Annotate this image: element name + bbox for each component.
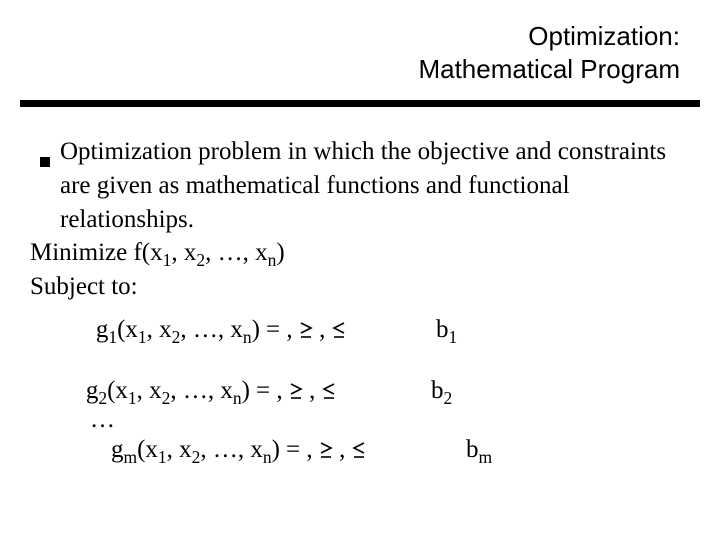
eq-part: = , [286, 436, 319, 463]
bullet-item: Optimization problem in which the object… [30, 135, 690, 236]
g-sym: g [86, 377, 99, 404]
b-sub: 2 [444, 388, 453, 408]
comma: , [339, 436, 352, 463]
constraint-row-1: g1(x1, x2, …, xn) = , , b1 [30, 312, 690, 347]
gm-rhs: bm [466, 433, 526, 467]
g-sym: g [111, 436, 124, 463]
le-underline-icon [352, 432, 366, 457]
slide-title: Optimization: Mathematical Program [418, 20, 680, 85]
xn-sub: n [263, 447, 272, 467]
x2p: , x [167, 436, 192, 463]
minimize-line: Minimize f(x1, x2, …, xn) [30, 236, 690, 270]
ge-underline-icon [299, 312, 313, 337]
ge-underline-icon [319, 432, 333, 457]
sub-2: 2 [196, 250, 205, 270]
g2-rel: = , , [250, 373, 431, 408]
gm-rel: = , , [280, 432, 466, 467]
gm-lhs: gm(x1, x2, …, xn) [30, 433, 280, 467]
g-sub: 2 [98, 388, 107, 408]
title-line-1: Optimization: [418, 20, 680, 53]
constraint-ellipsis: … [30, 407, 690, 432]
subject-to-line: Subject to: [30, 270, 690, 304]
constraint-row-m: gm(x1, x2, …, xn) = , , bm [30, 432, 690, 467]
le-underline-icon [322, 373, 336, 398]
g-sub: m [123, 447, 137, 467]
bullet-text: Optimization problem in which the object… [60, 135, 690, 236]
b-sub: 1 [449, 327, 458, 347]
x1-sub: 1 [128, 388, 137, 408]
comma: , [319, 316, 332, 343]
xnp: , …, x [170, 377, 233, 404]
constraints-block: g1(x1, x2, …, xn) = , , b1 g2(x1, x2, …,… [30, 312, 690, 467]
x1-sub: 1 [138, 327, 147, 347]
x2-part: , x [171, 239, 196, 266]
g2-rhs: b2 [431, 374, 491, 408]
eq-part: = , [256, 377, 289, 404]
b-sym: b [466, 436, 479, 463]
g1-rhs: b1 [436, 313, 496, 347]
constraint-row-2: g2(x1, x2, …, xn) = , , b2 [30, 373, 690, 408]
row-gap [30, 347, 690, 373]
ge-underline-icon [289, 373, 303, 398]
g2-lhs: g2(x1, x2, …, xn) [30, 374, 250, 408]
g1-rel: = , , [260, 312, 436, 347]
title-line-2: Mathematical Program [418, 53, 680, 86]
x1-sub: 1 [158, 447, 167, 467]
bullet-icon [30, 135, 60, 177]
g-sym: g [96, 316, 109, 343]
slide-body: Optimization problem in which the object… [30, 135, 690, 467]
b-sym: b [436, 316, 449, 343]
paren-close: ) [276, 239, 284, 266]
b-sym: b [431, 377, 444, 404]
eq-part: = , [266, 316, 299, 343]
b-sub: m [479, 447, 493, 467]
g-sub: 1 [108, 327, 117, 347]
xn-sub: n [233, 388, 242, 408]
g1-lhs: g1(x1, x2, …, xn) [30, 313, 260, 347]
xn-sub: n [243, 327, 252, 347]
title-rule [20, 100, 700, 107]
minimize-text: Minimize f(x [30, 239, 163, 266]
xn-part: , …, x [205, 239, 268, 266]
slide: Optimization: Mathematical Program Optim… [0, 0, 720, 540]
x2p: , x [137, 377, 162, 404]
le-underline-icon [332, 312, 346, 337]
x2p: , x [147, 316, 172, 343]
comma: , [309, 377, 322, 404]
xnp: , …, x [200, 436, 263, 463]
xnp: , …, x [180, 316, 243, 343]
